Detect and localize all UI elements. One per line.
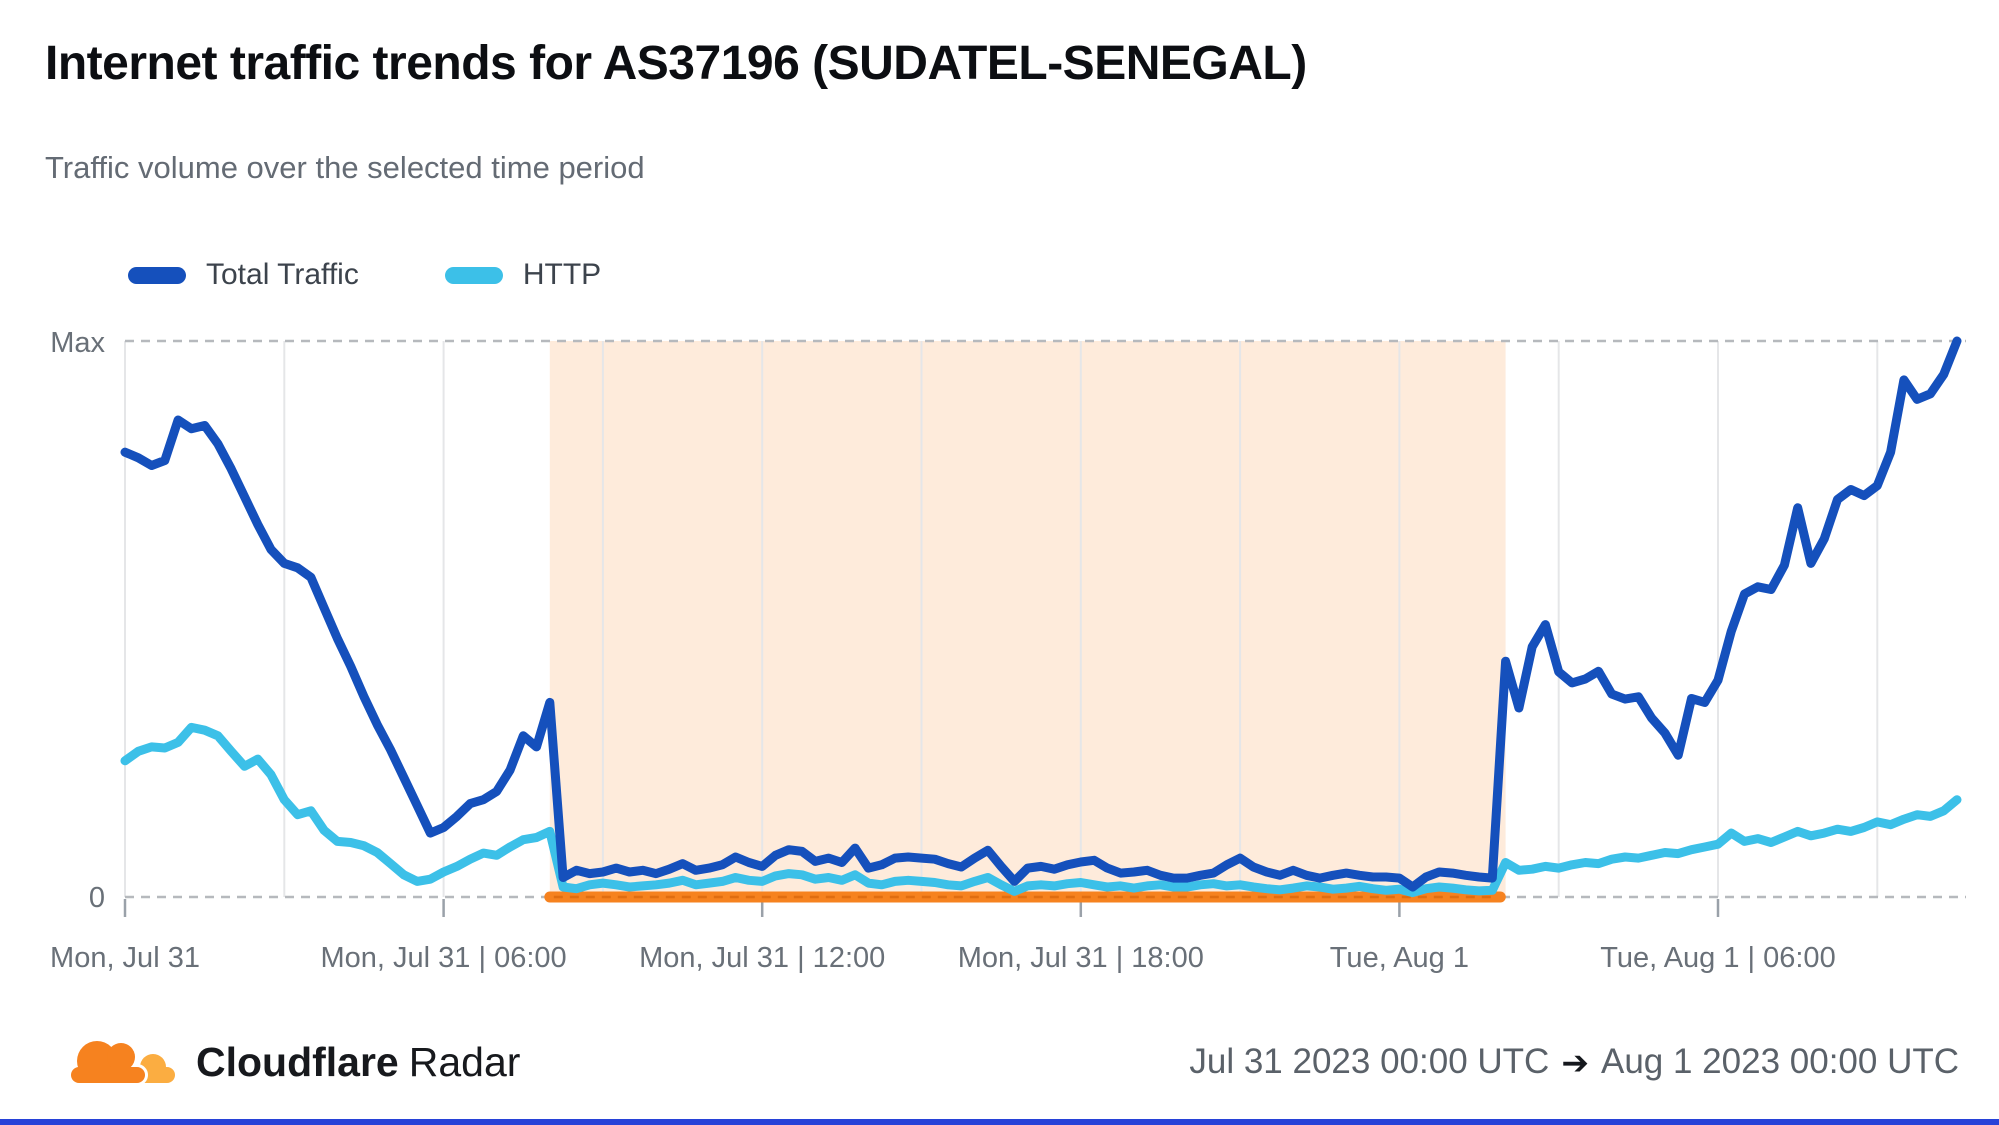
chart-legend: Total Traffic HTTP	[128, 258, 601, 292]
legend-item-total-traffic[interactable]: Total Traffic	[128, 258, 359, 292]
cloudflare-logo-icon	[68, 1038, 175, 1086]
http-line	[120, 722, 1962, 898]
legend-swatch-http-icon	[444, 266, 503, 284]
date-range: Jul 31 2023 00:00 UTC ➔ Aug 1 2023 00:00…	[1189, 1026, 1959, 1098]
legend-label-total-traffic: Total Traffic	[206, 258, 359, 291]
y-axis-zero-label: 0	[89, 882, 105, 914]
y-axis-max-label: Max	[50, 327, 105, 359]
brand-name-bold: Cloudflare	[196, 1038, 399, 1085]
page-title: Internet traffic trends for AS37196 (SUD…	[45, 37, 1307, 90]
footer-brand[interactable]: Cloudflare Radar	[60, 1026, 520, 1098]
legend-item-http[interactable]: HTTP	[444, 258, 602, 292]
x-axis-label-4: Tue, Aug 1	[1330, 942, 1469, 974]
brand-name-regular: Radar	[408, 1038, 521, 1085]
legend-swatch-total-traffic-icon	[128, 266, 186, 284]
x-axis-label-3: Mon, Jul 31 | 18:00	[958, 942, 1204, 974]
page-subtitle: Traffic volume over the selected time pe…	[45, 150, 645, 185]
total-traffic-line	[120, 336, 1962, 892]
outage-shaded-region	[549, 341, 1506, 897]
legend-label-http: HTTP	[522, 258, 602, 291]
traffic-line-chart[interactable]: Max 0 Mon, Jul 31 Mon, Jul 31 | 06:00 Mo…	[0, 0, 1999, 1010]
date-range-end: Aug 1 2023 00:00 UTC	[1600, 1042, 1959, 1081]
date-range-start: Jul 31 2023 00:00 UTC	[1189, 1042, 1550, 1081]
brand-name: Cloudflare Radar	[196, 1039, 520, 1086]
x-axis-label-1: Mon, Jul 31 | 06:00	[321, 942, 567, 974]
x-axis-label-0: Mon, Jul 31	[50, 942, 200, 974]
x-axis-label-5: Tue, Aug 1 | 06:00	[1600, 942, 1835, 974]
x-axis-label-2: Mon, Jul 31 | 12:00	[639, 942, 885, 974]
arrow-right-icon: ➔	[1561, 1043, 1589, 1081]
bottom-accent-bar	[0, 1119, 1999, 1125]
gridlines	[124, 341, 1879, 897]
